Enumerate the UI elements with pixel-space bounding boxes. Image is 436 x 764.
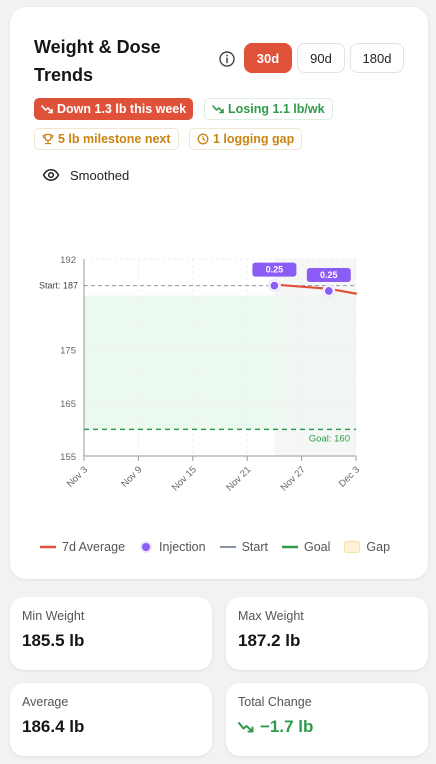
injection-dose-badge — [306, 267, 351, 282]
card-title: Weight & Dose Trends — [34, 37, 161, 85]
max-weight-label: Max Weight — [238, 609, 304, 623]
x-tick-label: Nov 27 — [279, 464, 308, 493]
weekly-change-label: Down 1.3 lb this week — [57, 102, 187, 116]
clock-icon — [197, 133, 209, 145]
trend-down-icon — [41, 105, 53, 114]
trend-down-icon — [238, 722, 254, 733]
y-tick-label: 155 — [60, 452, 76, 463]
start-line-label: Start: 187 — [39, 281, 78, 291]
trends-card: Weight & Dose Trends 30d 90d 180d Down 1… — [10, 7, 428, 579]
min-weight-card: Min Weight 185.5 lb — [10, 597, 212, 670]
logging-gap-badge: 1 logging gap — [189, 128, 303, 150]
y-tick-label: 165 — [60, 399, 76, 410]
info-icon[interactable] — [218, 50, 236, 68]
x-tick-label: Nov 9 — [119, 464, 144, 489]
legend-avg-label: 7d Average — [62, 540, 126, 554]
y-tick-label: 192 — [60, 255, 76, 266]
average-value: 186.4 lb — [22, 717, 85, 736]
min-weight-label: Min Weight — [22, 609, 85, 623]
weight-chart: 155 165 175 192 Nov 3 Nov 9 Nov 15 Nov 21 Nov 27… — [39, 255, 362, 493]
smoothed-label: Smoothed — [70, 167, 130, 183]
weekly-change-badge: Down 1.3 lb this week — [34, 98, 194, 120]
max-weight-card: Max Weight 187.2 lb — [226, 597, 428, 670]
loss-rate-label: Losing 1.1 lb/wk — [228, 102, 325, 116]
injection-dose-label: 0.25 — [266, 265, 284, 275]
logging-gap-label: 1 logging gap — [213, 132, 295, 146]
trend-down-icon — [212, 105, 224, 114]
trophy-icon — [42, 133, 54, 145]
x-tick-label: Nov 15 — [170, 464, 199, 493]
legend-injection-label: Injection — [159, 540, 206, 554]
injection-dose-badge — [252, 262, 297, 277]
x-tick-label: Nov 3 — [65, 464, 90, 489]
legend-gap-label: Gap — [366, 540, 391, 554]
average-card: Average 186.4 lb — [10, 683, 212, 756]
legend-item-goal: Goal — [282, 540, 330, 554]
total-change-card: Total Change −1.7 lb — [226, 683, 428, 756]
max-weight-value: 187.2 lb — [238, 631, 301, 650]
goal-line-label: Goal: 160 — [309, 433, 350, 444]
milestone-badge: 5 lb milestone next — [34, 128, 179, 150]
legend-goal-label: Goal — [304, 540, 331, 554]
eye-icon — [42, 169, 60, 181]
y-tick-label: 175 — [60, 346, 76, 357]
x-tick-label: Dec 3 — [337, 464, 362, 489]
total-change-value: −1.7 lb — [260, 717, 314, 736]
injection-marker — [323, 285, 334, 297]
legend-start-label: Start — [241, 540, 268, 554]
chart-legend: 7d Average Injection Start Goal Gap — [40, 538, 404, 556]
x-tick-label: Nov 21 — [224, 464, 253, 493]
loss-rate-badge: Losing 1.1 lb/wk — [204, 98, 333, 120]
range-30d-button[interactable]: 30d — [244, 43, 292, 73]
legend-item-start: Start — [219, 540, 268, 554]
range-180d-button[interactable]: 180d — [350, 43, 404, 73]
total-change-value-row: −1.7 lb — [238, 717, 313, 737]
legend-item-gap: Gap — [344, 540, 390, 554]
range-90d-button[interactable]: 90d — [297, 43, 345, 73]
legend-item-injection: Injection — [139, 540, 206, 554]
injection-marker — [269, 280, 280, 291]
total-change-label: Total Change — [238, 695, 312, 709]
average-label: Average — [22, 695, 69, 709]
legend-item-avg: 7d Average — [40, 540, 125, 554]
injection-dose-label: 0.25 — [320, 270, 338, 280]
milestone-label: 5 lb milestone next — [58, 132, 171, 146]
smoothed-toggle[interactable]: Smoothed — [42, 165, 129, 185]
min-weight-value: 185.5 lb — [22, 631, 85, 650]
